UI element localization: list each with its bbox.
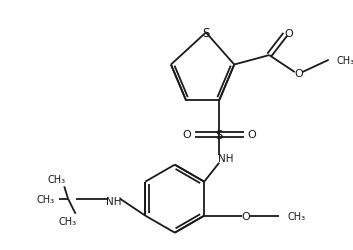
Text: O: O (183, 130, 191, 140)
Text: O: O (285, 29, 293, 39)
Text: CH₃: CH₃ (287, 211, 305, 221)
Text: CH₃: CH₃ (59, 216, 77, 226)
Text: CH₃: CH₃ (48, 174, 66, 184)
Text: O: O (294, 69, 303, 79)
Text: S: S (215, 128, 223, 141)
Text: NH: NH (218, 154, 234, 164)
Text: O: O (247, 130, 256, 140)
Text: S: S (202, 27, 210, 40)
Text: NH: NH (106, 197, 121, 207)
Text: CH₃: CH₃ (336, 56, 353, 66)
Text: O: O (241, 211, 250, 221)
Text: CH₃: CH₃ (36, 194, 54, 204)
